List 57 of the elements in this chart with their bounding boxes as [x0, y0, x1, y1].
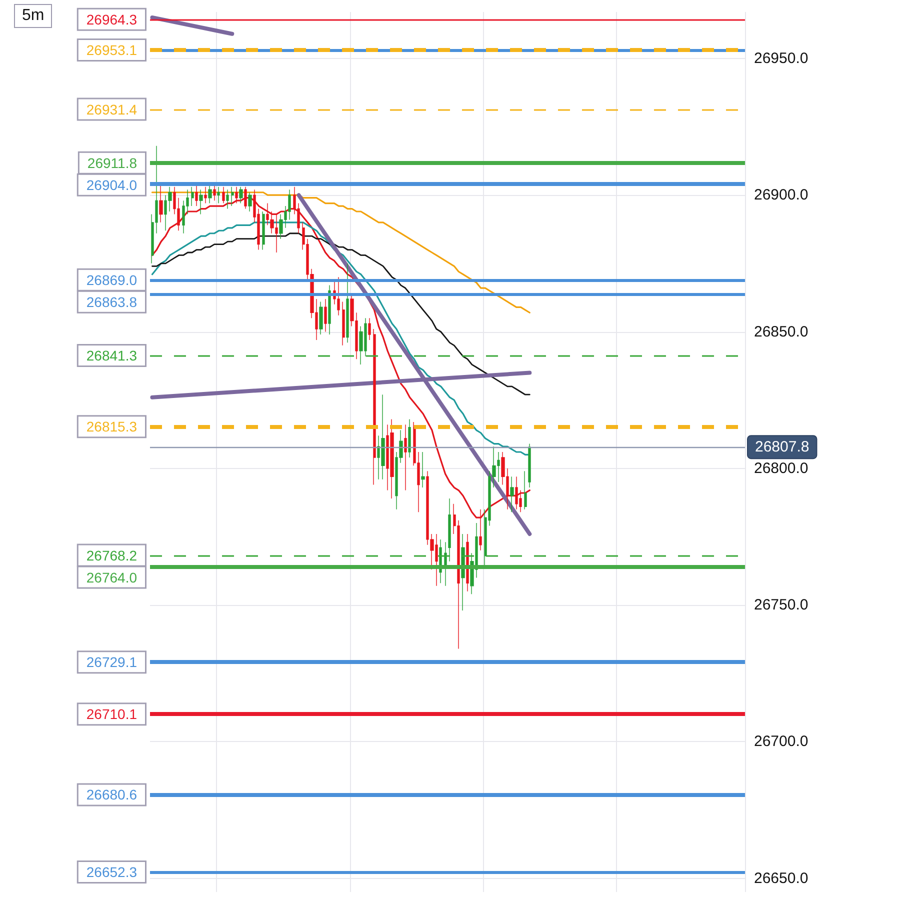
ref-line-label: 26863.8 — [86, 294, 138, 310]
y-tick-label: 26800.0 — [754, 460, 808, 477]
candlestick — [159, 184, 163, 223]
candlestick — [448, 498, 451, 562]
candlestick — [337, 276, 340, 316]
ref-line-label: 26652.3 — [86, 864, 138, 880]
ref-line-label: 26964.3 — [86, 11, 138, 28]
candlestick — [226, 189, 229, 210]
ref-line-label: 26815.3 — [86, 418, 138, 435]
candlestick — [528, 443, 531, 488]
candlestick — [381, 394, 385, 480]
candlestick — [191, 186, 194, 206]
y-tick-label: 26650.0 — [754, 870, 808, 887]
candlestick — [404, 424, 407, 491]
ref-line-label: 26729.1 — [86, 654, 138, 670]
candlestick — [204, 186, 207, 204]
ref-line-label: 26841.3 — [86, 348, 138, 364]
candlestick — [408, 418, 411, 458]
candlestick — [324, 298, 327, 332]
candlestick — [515, 476, 518, 510]
ref-line-label: 26869.0 — [86, 272, 138, 288]
ref-line-label: 26768.2 — [86, 547, 138, 564]
ref-line-label: 26911.8 — [87, 154, 138, 171]
ref-line-label: 26764.0 — [86, 569, 138, 586]
candlestick — [346, 263, 349, 344]
candlestick — [248, 192, 252, 212]
y-tick-label: 26850.0 — [754, 323, 808, 340]
candlestick — [319, 301, 323, 335]
ref-line-label: 26904.0 — [86, 176, 138, 193]
candlestick — [231, 186, 234, 206]
y-tick-label: 26900.0 — [754, 186, 808, 204]
y-tick-label: 26700.0 — [754, 733, 808, 750]
candlestick — [510, 476, 514, 512]
candlestick — [262, 211, 265, 250]
line-series — [151, 222, 530, 456]
candlestick — [373, 328, 376, 486]
ref-line-label: 26953.1 — [86, 42, 138, 58]
candlestick — [368, 318, 371, 340]
candlestick — [342, 301, 345, 346]
y-tick-label: 26750.0 — [754, 596, 808, 614]
candlestick — [199, 189, 203, 215]
candlestick — [328, 284, 331, 335]
candlestick — [208, 184, 212, 204]
candlestick — [195, 184, 198, 206]
text: 5m — [14, 4, 52, 28]
ref-line-label: 26931.4 — [86, 101, 138, 118]
ref-line-label: 26807.8 — [755, 438, 810, 456]
ref-line-label: 26710.1 — [86, 706, 138, 722]
candlestick — [213, 184, 216, 201]
candlestick — [421, 452, 425, 488]
candlestick — [217, 186, 220, 204]
y-tick-label: 26950.0 — [754, 50, 808, 67]
candlestick — [239, 186, 243, 204]
line-series — [152, 232, 530, 396]
candlestick — [524, 470, 527, 510]
candlestick — [390, 418, 394, 499]
ref-line-label: 26680.6 — [86, 786, 138, 803]
